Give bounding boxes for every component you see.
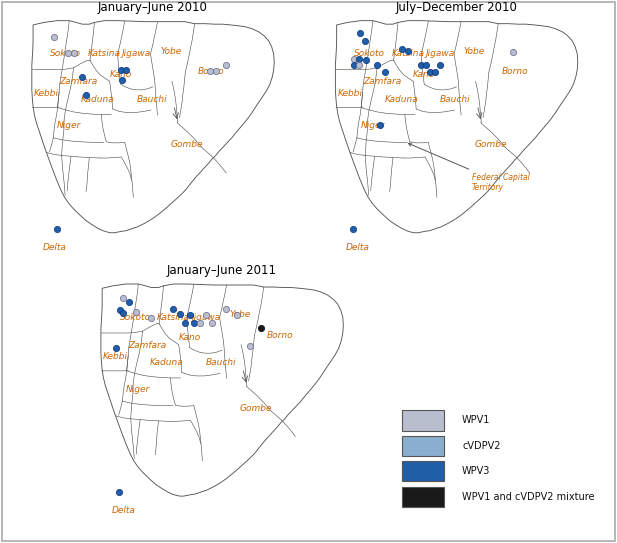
Text: Kebbi: Kebbi (337, 89, 363, 98)
Text: WPV1 and cVDPV2 mixture: WPV1 and cVDPV2 mixture (462, 491, 595, 502)
Text: Sokoto: Sokoto (51, 49, 81, 59)
Bar (402, 436, 444, 456)
Text: Jigawa: Jigawa (191, 313, 220, 322)
Text: Kebbi: Kebbi (103, 352, 128, 361)
Text: Gombe: Gombe (171, 141, 204, 149)
Text: Zamfara: Zamfara (59, 77, 97, 86)
Text: Bauchi: Bauchi (440, 95, 471, 104)
Text: Delta: Delta (346, 243, 370, 251)
Text: Yobe: Yobe (160, 47, 181, 56)
Polygon shape (101, 284, 343, 496)
Text: Borno: Borno (502, 67, 528, 76)
Polygon shape (336, 21, 578, 233)
Text: Borno: Borno (267, 331, 294, 339)
Text: Kaduna: Kaduna (384, 95, 418, 104)
Text: Yobe: Yobe (229, 310, 251, 319)
Text: Katsina: Katsina (88, 49, 121, 59)
Text: Federal Capital
Territory: Federal Capital Territory (408, 143, 529, 192)
Bar (402, 461, 444, 481)
Title: July–December 2010: July–December 2010 (395, 1, 518, 14)
Text: Kaduna: Kaduna (150, 358, 184, 367)
Text: Kano: Kano (413, 70, 436, 79)
Bar (402, 411, 444, 431)
Text: cVDPV2: cVDPV2 (462, 441, 500, 451)
Title: January–June 2010: January–June 2010 (98, 1, 208, 14)
Text: Niger: Niger (57, 122, 81, 130)
Text: Niger: Niger (126, 385, 151, 394)
Text: Jigawa: Jigawa (122, 49, 151, 59)
Text: Katsina: Katsina (157, 313, 190, 322)
Text: Zamfara: Zamfara (128, 340, 167, 350)
Bar (402, 487, 444, 507)
Polygon shape (32, 21, 274, 233)
Text: Kano: Kano (110, 70, 132, 79)
Text: WPV3: WPV3 (462, 466, 491, 476)
Text: Kaduna: Kaduna (81, 95, 115, 104)
Text: Gombe: Gombe (474, 141, 507, 149)
Text: Zamfara: Zamfara (363, 77, 401, 86)
Text: WPV1: WPV1 (462, 415, 491, 426)
Text: Bauchi: Bauchi (205, 358, 236, 367)
Text: Sokoto: Sokoto (354, 49, 385, 59)
Text: Niger: Niger (360, 122, 385, 130)
Text: Borno: Borno (198, 67, 225, 76)
Text: Delta: Delta (112, 506, 136, 515)
Title: January–June 2011: January–June 2011 (167, 264, 277, 277)
Text: Katsina: Katsina (392, 49, 424, 59)
Text: Jigawa: Jigawa (426, 49, 455, 59)
Text: Kano: Kano (179, 333, 201, 342)
Text: Sokoto: Sokoto (120, 313, 151, 322)
Text: Delta: Delta (43, 243, 67, 251)
Text: Bauchi: Bauchi (136, 95, 167, 104)
Text: Yobe: Yobe (463, 47, 485, 56)
Text: Kebbi: Kebbi (34, 89, 59, 98)
Text: Gombe: Gombe (240, 404, 273, 413)
